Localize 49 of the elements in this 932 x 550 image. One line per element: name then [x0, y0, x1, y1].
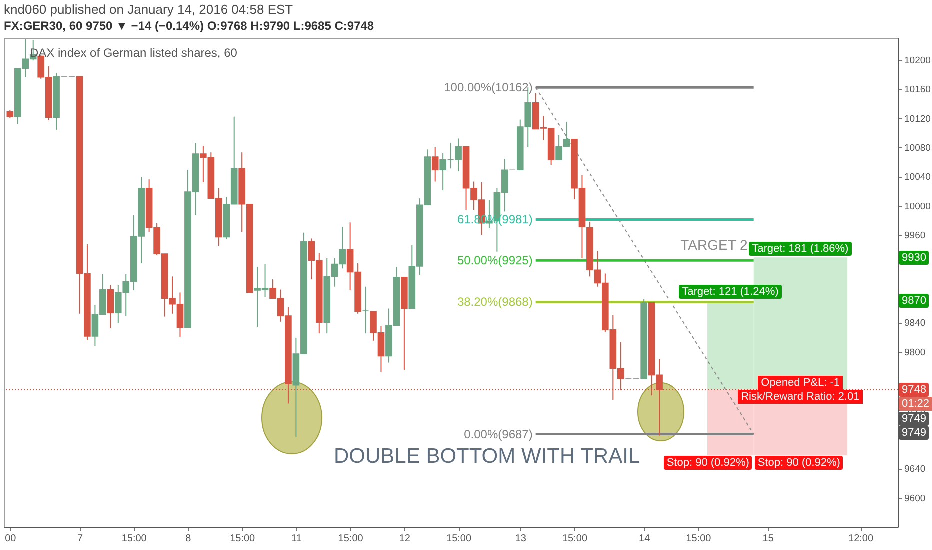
ref-line-label: 0.00%(9687): [464, 427, 533, 442]
band-label: Target: 181 (1.86%): [749, 242, 852, 256]
x-tick-label: 15:00: [230, 534, 256, 544]
ref-line-label: 38.20%(9868): [457, 295, 533, 310]
x-tick-label: 12: [399, 534, 411, 544]
x-tick-label: 13: [515, 534, 527, 544]
y-tick-label: 9960: [904, 230, 926, 242]
text: 9930: [899, 250, 930, 265]
x-tick-label: 15:00: [446, 534, 472, 544]
x-tick-label: 14: [639, 534, 651, 544]
y-tick-label: 10000: [904, 201, 931, 212]
x-tick-label: 12:00: [848, 534, 874, 544]
annotation: Risk/Reward Ratio: 2.01: [738, 390, 863, 404]
x-tick-label: 15:00: [686, 534, 712, 544]
band-label: Stop: 90 (0.92%): [664, 456, 752, 470]
band-label: Target: 121 (1.24%): [679, 285, 782, 300]
x-tick-label: 8: [186, 534, 192, 544]
x-tick-label: 00: [5, 534, 17, 544]
y-tick-label: 10120: [904, 114, 931, 125]
candlestick: [107, 284, 114, 329]
text: 9870: [899, 294, 930, 308]
y-tick-label: 10160: [904, 84, 931, 96]
y-tick-label: 10040: [904, 172, 931, 184]
candlestick: [362, 286, 370, 334]
chart-title: knd060 published on January 14, 2016 04:58 EST: [4, 2, 294, 17]
y-tick-label: 10200: [904, 55, 931, 66]
ref-line-label: 50.00%(9925): [457, 254, 533, 268]
y-tick-label: 9840: [904, 318, 926, 330]
chart-subtitle: FX:GER30, 60 9750 ▼ −14 (−0.14%) O:9768 H:9790 L:9685 C:9748: [4, 19, 374, 33]
text: 01:22: [899, 397, 932, 412]
y-tick-label: 9800: [904, 347, 926, 358]
text: 9749: [899, 412, 930, 426]
text: 9749: [899, 426, 930, 440]
x-tick-label: 15: [762, 534, 774, 544]
y-tick-label: 9640: [904, 464, 926, 476]
ref-line-label: 9748: [899, 382, 930, 397]
annotation: Opened P&L: -1: [758, 376, 843, 390]
y-tick-label: 9600: [904, 493, 926, 504]
candlestick: [432, 146, 439, 182]
x-tick-label: 15:00: [122, 534, 148, 544]
annotation: TARGET 2: [680, 236, 748, 253]
x-tick-label: 7: [77, 534, 84, 544]
x-tick-label: 11: [292, 534, 302, 544]
band-label: Stop: 90 (0.92%): [754, 456, 844, 470]
x-tick-label: 15:00: [562, 534, 588, 544]
y-tick-label: 10080: [904, 142, 931, 154]
ref-line-label: 100.00%(10162): [444, 80, 533, 95]
x-tick-label: 15:00: [338, 534, 364, 544]
annotation: DOUBLE BOTTOM WITH TRAIL: [334, 445, 640, 469]
